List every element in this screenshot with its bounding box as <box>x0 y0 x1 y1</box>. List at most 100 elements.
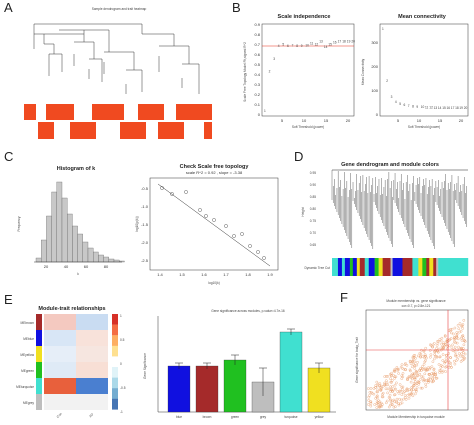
colorscale-segment <box>112 388 118 399</box>
gene-point <box>411 394 415 398</box>
gene-point <box>449 328 452 331</box>
gene-point <box>427 366 430 369</box>
xtick-label: 5 <box>281 118 284 123</box>
topology-point <box>170 192 174 196</box>
power-label: 18 <box>342 40 346 44</box>
power-label: 10 <box>305 43 309 47</box>
gene-point <box>393 369 396 372</box>
gene-point <box>423 360 427 364</box>
panel-e-right-title: Gene significance across modules, p-valu… <box>211 309 285 313</box>
gene-point <box>444 360 448 363</box>
xtick-label: 20 <box>346 118 351 123</box>
gene-point <box>401 375 405 379</box>
histogram-bar <box>113 259 120 263</box>
gene-point <box>406 376 409 380</box>
panel-e-left-title: Module-trait relationships <box>38 306 105 312</box>
gene-point <box>441 369 445 373</box>
gene-point <box>453 359 456 363</box>
significance-bar <box>307 367 331 413</box>
gene-dendrogram-lines <box>331 169 468 249</box>
gene-point <box>452 336 456 340</box>
module-color-segment <box>422 258 427 276</box>
gene-point <box>408 393 412 397</box>
gene-point <box>411 357 415 361</box>
power-label: 14 <box>438 106 442 110</box>
colorscale-segment <box>112 356 118 368</box>
module-color-swatch <box>36 362 42 378</box>
module-color-segment <box>390 258 393 276</box>
panel-a-title: Sample dendrogram and trait heatmap <box>92 7 147 11</box>
gene-point <box>459 360 463 363</box>
power-label: 4 <box>278 44 280 48</box>
panel-b-scale-independence: Scale independence 0.9 0.8 0.7 0.6 0.5 0.4 0.3… <box>243 14 355 129</box>
gene-point <box>435 355 438 358</box>
topology-point <box>240 232 244 236</box>
module-label: MEblue <box>23 337 34 341</box>
xtick-label: 1.8 <box>245 272 251 277</box>
gene-point <box>461 358 464 362</box>
gene-point <box>400 398 403 402</box>
module-color-swatch <box>36 314 42 330</box>
gene-point <box>433 375 436 379</box>
significance-bar <box>279 331 303 413</box>
ytick-label: 0.80 <box>310 207 316 211</box>
power-label: 15 <box>328 42 332 46</box>
module-color-segment <box>378 258 383 276</box>
scatter-points <box>367 318 467 409</box>
gene-point <box>414 357 417 360</box>
gene-point <box>456 323 460 327</box>
gene-point <box>455 341 459 345</box>
gene-point <box>407 396 411 400</box>
category-label: brown <box>203 415 212 419</box>
xtick-label: 80 <box>104 264 109 269</box>
category-label: blue <box>176 415 182 419</box>
trait-column-label: Con <box>56 412 63 419</box>
gene-point <box>440 346 444 349</box>
ytick-label: 0.75 <box>310 219 316 223</box>
gene-point <box>462 347 465 350</box>
panel-e-gene-significance: Gene significance across modules, p-valu… <box>143 309 336 419</box>
gene-point <box>413 364 417 367</box>
colorscale-tick: 0.5 <box>120 338 125 342</box>
gene-point <box>413 373 416 376</box>
gene-point <box>460 339 464 342</box>
gene-point <box>460 324 463 328</box>
gene-point <box>388 393 392 397</box>
colorscale-tick: -0.5 <box>120 386 126 390</box>
histogram-bar <box>41 239 47 263</box>
ytick-label: 100 <box>371 88 378 93</box>
ytick-label: 0.2 <box>254 92 260 97</box>
gene-point <box>432 367 436 371</box>
xtick-label: 1.6 <box>201 272 207 277</box>
heatmap-cell <box>44 378 76 394</box>
panel-b-left-xlabel: Soft Threshold (power) <box>292 125 324 129</box>
gene-point <box>412 382 416 385</box>
power-label: 12 <box>429 106 433 110</box>
power-label: 9 <box>301 44 303 48</box>
gene-point <box>457 352 461 356</box>
topology-point <box>224 224 228 228</box>
panel-c-right-xlabel: log10(k) <box>208 281 220 285</box>
gene-point <box>412 376 416 379</box>
gene-point <box>462 351 465 355</box>
heatmap-cell <box>44 330 76 346</box>
panel-e-module-trait: Module-trait relationships MEbrown MEblue… <box>16 306 126 419</box>
gene-point <box>431 360 435 363</box>
gene-point <box>380 386 384 390</box>
category-label: green <box>231 415 239 419</box>
gene-point <box>455 334 459 338</box>
gene-point <box>438 355 442 359</box>
gene-point <box>400 401 404 405</box>
module-color-segment <box>368 258 375 276</box>
gene-point <box>409 380 413 384</box>
module-color-segment <box>341 258 346 276</box>
gene-point <box>381 395 385 399</box>
ytick-label: -2.5 <box>141 258 149 263</box>
panel-c-right-subtitle: scale R^2 = 0.92 , slope = -3.38 <box>186 170 243 175</box>
module-color-segment <box>402 258 413 276</box>
xtick-label: 10 <box>302 118 307 123</box>
gene-point <box>433 357 436 361</box>
significance-bar <box>195 365 219 413</box>
ytick-label: 0.7 <box>254 42 260 47</box>
power-label: 11 <box>425 106 429 110</box>
